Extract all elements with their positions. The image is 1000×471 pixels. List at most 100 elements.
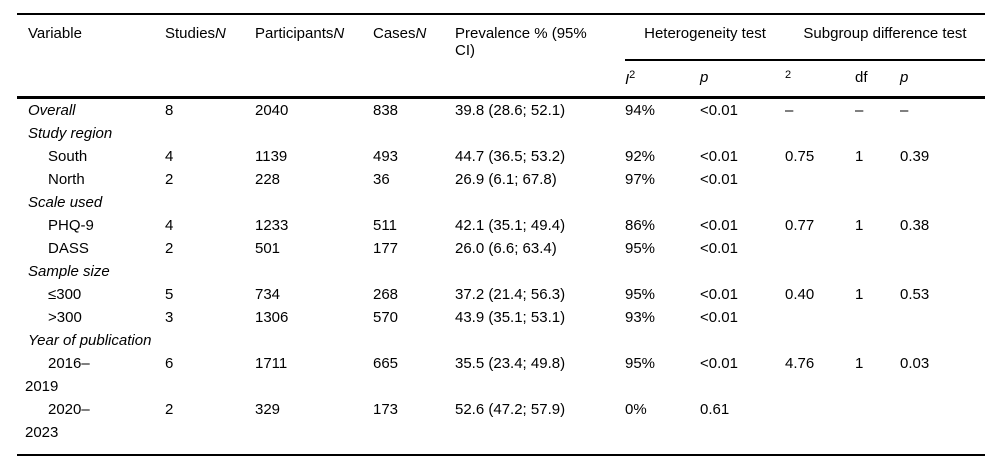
col-header-participants: ParticipantsN — [255, 14, 373, 99]
cell-cases — [373, 191, 455, 214]
table-row: >300 3 1306 570 43.9 (35.1; 53.1) 93% <0.01 — [17, 306, 985, 329]
cell-df — [855, 191, 900, 214]
cell-participants: 1711 — [255, 354, 288, 372]
cell-prevalence: 44.7 (36.5; 53.2) — [455, 147, 566, 165]
cell-subgroup-p — [900, 306, 985, 329]
cell-heterogeneity-p: <0.01 — [700, 147, 738, 165]
cell-cases: 268 — [373, 285, 399, 303]
table-row: DASS 2 501 177 26.0 (6.6; 63.4) 95% <0.01 — [17, 237, 985, 260]
cell-studies — [165, 260, 255, 283]
cell-cases — [373, 260, 455, 283]
cell-prevalence: 35.5 (23.4; 49.8) — [455, 354, 566, 372]
cell-df: 1 — [855, 216, 864, 234]
cell-heterogeneity-p: <0.01 — [700, 239, 738, 257]
col-header-df: df — [855, 60, 900, 99]
cell-chi-squared — [785, 191, 855, 214]
cell-heterogeneity-p: <0.01 — [700, 216, 738, 234]
cell-prevalence — [455, 122, 625, 145]
cases-n-label: N — [415, 25, 427, 42]
cell-chi-squared: 0.77 — [785, 216, 815, 234]
cell-participants — [255, 122, 373, 145]
cell-cases — [373, 122, 455, 145]
cell-i-squared: 97% — [625, 170, 656, 188]
cell-subgroup-p — [900, 168, 985, 191]
meta-analysis-table: Variable StudiesN ParticipantsN CasesN P… — [17, 13, 985, 456]
table-row: South 4 1139 493 44.7 (36.5; 53.2) 92% <0.01 0.… — [17, 145, 985, 168]
df-label: df — [855, 69, 868, 86]
col-header-variable-label: Variable — [28, 25, 82, 42]
cell-i-squared: 95% — [625, 285, 656, 303]
table-row: Overall 8 2040 838 39.8 (28.6; 52.1) 94% <0.01… — [17, 97, 985, 122]
cell-subgroup-p: – — [900, 101, 909, 119]
cell-chi-squared — [785, 329, 855, 352]
row-label: South — [48, 147, 88, 165]
cell-subgroup-p: 0.53 — [900, 285, 930, 303]
cell-prevalence: 37.2 (21.4; 56.3) — [455, 285, 566, 303]
i-squared-sup: 2 — [629, 69, 636, 81]
cell-chi-squared — [785, 122, 855, 145]
col-header-studies: StudiesN — [165, 14, 255, 99]
cell-participants — [255, 329, 373, 352]
cell-participants: 1306 — [255, 308, 289, 326]
cell-i-squared: 0% — [625, 400, 647, 418]
participants-label: Participants — [255, 25, 334, 42]
cell-chi-squared: 4.76 — [785, 354, 815, 372]
row-label-line2: 2019 — [25, 377, 59, 395]
table-row: ≤300 5 734 268 37.2 (21.4; 56.3) 95% <0.01 0.40… — [17, 283, 985, 306]
participants-n-label: N — [333, 25, 345, 42]
cell-chi-squared — [785, 260, 855, 283]
cell-subgroup-p: 0.39 — [900, 147, 930, 165]
col-header-variable: Variable — [17, 14, 165, 99]
col-header-heterogeneity-p: p — [700, 60, 785, 99]
cell-participants: 1139 — [255, 147, 288, 165]
cell-prevalence — [455, 260, 625, 283]
cell-prevalence: 42.1 (35.1; 49.4) — [455, 216, 566, 234]
studies-n-label: N — [215, 25, 226, 42]
cell-df: 1 — [855, 354, 864, 372]
cell-chi-squared — [785, 237, 855, 260]
cell-prevalence — [455, 329, 625, 352]
table-row: 2016– 2019 6 1711 665 35.5 (23.4; 49.8) 95% <0.… — [17, 352, 985, 398]
table-body: Overall 8 2040 838 39.8 (28.6; 52.1) 94% <0.01… — [17, 97, 985, 455]
cell-prevalence: 26.9 (6.1; 67.8) — [455, 170, 557, 188]
group-header-heterogeneity: Heterogeneity test — [625, 14, 785, 61]
cell-participants: 1233 — [255, 216, 289, 234]
table-figure: Variable StudiesN ParticipantsN CasesN P… — [17, 13, 985, 456]
row-label: Year of publication — [28, 331, 152, 349]
cell-participants: 734 — [255, 285, 281, 303]
row-label: North — [48, 170, 85, 188]
cell-heterogeneity-p — [700, 260, 785, 283]
col-header-cases: CasesN — [373, 14, 455, 99]
cell-studies: 2 — [165, 239, 174, 257]
cell-cases: 570 — [373, 308, 399, 326]
table-header: Variable StudiesN ParticipantsN CasesN P… — [17, 14, 985, 99]
row-label: Overall — [28, 101, 76, 119]
cell-i-squared: 86% — [625, 216, 656, 234]
cell-heterogeneity-p: <0.01 — [700, 308, 738, 326]
row-label: 2016– 2019 — [17, 352, 165, 398]
table-row: Scale used — [17, 191, 985, 214]
cell-studies: 8 — [165, 101, 174, 119]
group-header-subgroup-difference: Subgroup difference test — [785, 14, 985, 61]
cell-cases: 493 — [373, 147, 399, 165]
cell-cases: 665 — [373, 354, 399, 372]
cell-participants: 228 — [255, 170, 281, 188]
cell-cases — [373, 329, 455, 352]
cell-heterogeneity-p: 0.61 — [700, 400, 730, 418]
cell-i-squared — [625, 122, 700, 145]
cases-label: Cases — [373, 25, 416, 42]
cell-chi-squared — [785, 168, 855, 191]
row-label: Scale used — [28, 193, 103, 211]
cell-prevalence: 39.8 (28.6; 52.1) — [455, 101, 566, 119]
cell-cases: 173 — [373, 400, 399, 418]
row-label: DASS — [48, 239, 89, 257]
cell-studies: 4 — [165, 216, 174, 234]
cell-subgroup-p — [900, 237, 985, 260]
table-row: PHQ-9 4 1233 511 42.1 (35.1; 49.4) 86% <0.01 0.… — [17, 214, 985, 237]
table-row: North 2 228 36 26.9 (6.1; 67.8) 97% <0.01 — [17, 168, 985, 191]
cell-studies: 5 — [165, 285, 174, 303]
cell-subgroup-p: 0.03 — [900, 354, 930, 372]
cell-df: 1 — [855, 285, 864, 303]
subgroup-group-label: Subgroup difference test — [803, 25, 967, 42]
cell-participants — [255, 191, 373, 214]
